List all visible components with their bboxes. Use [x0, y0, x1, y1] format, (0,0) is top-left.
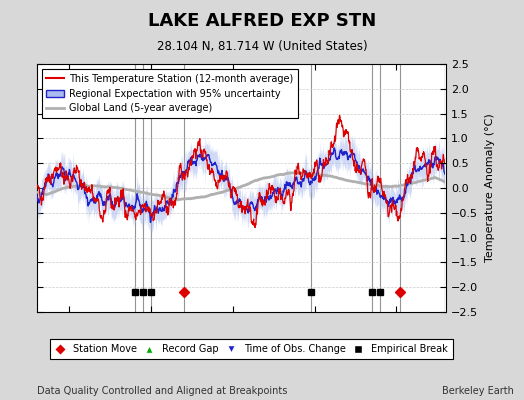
Legend: This Temperature Station (12-month average), Regional Expectation with 95% uncer: This Temperature Station (12-month avera…	[41, 69, 298, 118]
Text: Berkeley Earth: Berkeley Earth	[442, 386, 514, 396]
Y-axis label: Temperature Anomaly (°C): Temperature Anomaly (°C)	[485, 114, 495, 262]
Text: LAKE ALFRED EXP STN: LAKE ALFRED EXP STN	[148, 12, 376, 30]
Text: 28.104 N, 81.714 W (United States): 28.104 N, 81.714 W (United States)	[157, 40, 367, 53]
Legend: Station Move, Record Gap, Time of Obs. Change, Empirical Break: Station Move, Record Gap, Time of Obs. C…	[50, 340, 453, 359]
Text: Data Quality Controlled and Aligned at Breakpoints: Data Quality Controlled and Aligned at B…	[37, 386, 287, 396]
